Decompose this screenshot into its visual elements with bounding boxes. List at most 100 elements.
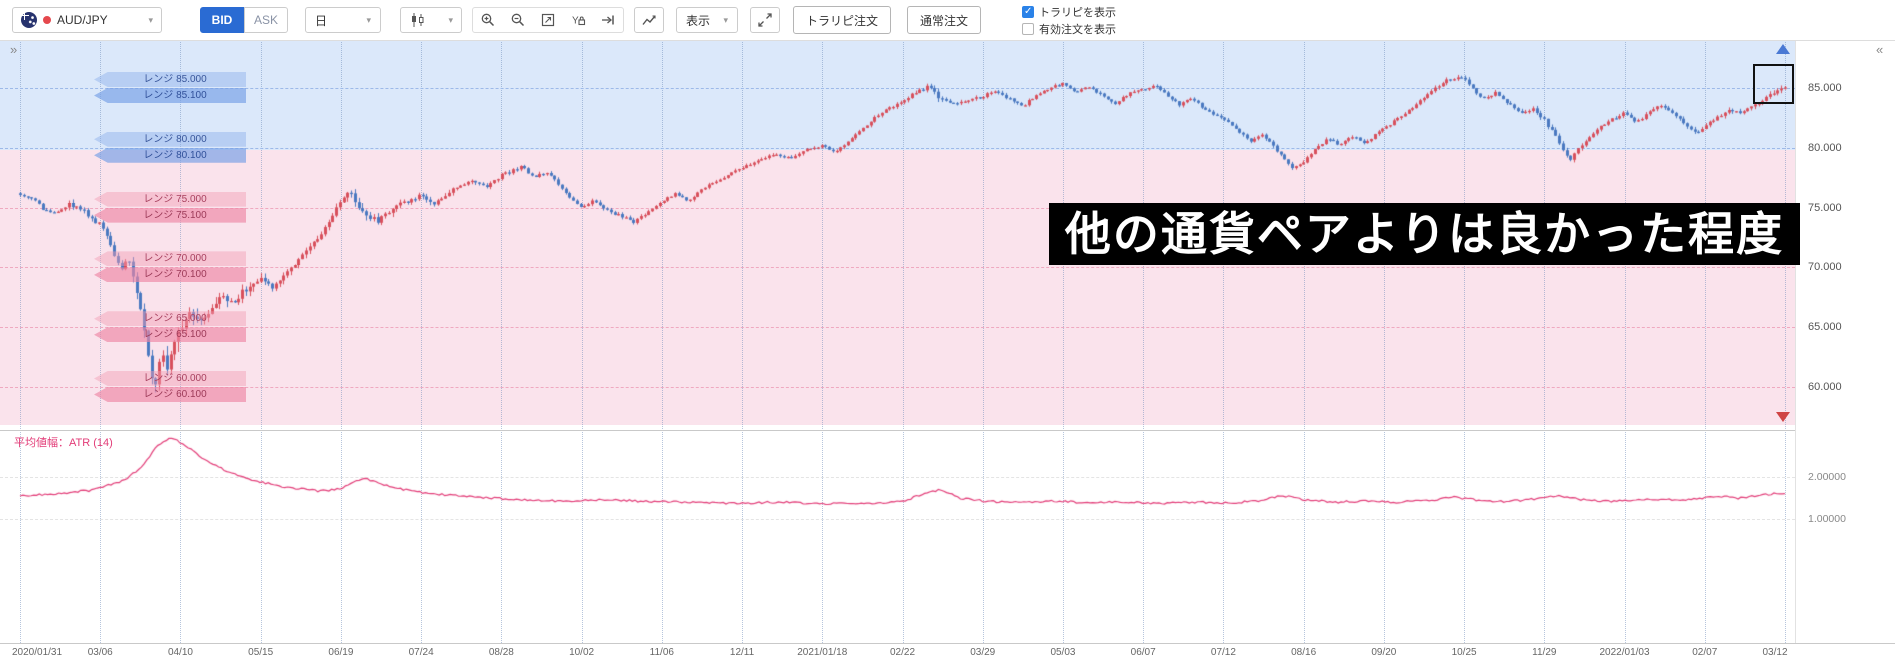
toraripi-order-button[interactable]: トラリピ注文 — [793, 6, 892, 34]
x-axis-label: 08/16 — [1291, 647, 1317, 658]
collapse-left-handle[interactable]: » — [10, 42, 18, 57]
currency-pair-label: AUD/JPY — [57, 13, 108, 27]
range-order-tag[interactable]: レンジ 70.000 レンジ 70.100 — [94, 251, 246, 283]
range-order-label: レンジ 85.100 — [94, 88, 246, 103]
x-axis-label: 06/07 — [1130, 647, 1156, 658]
x-axis-label: 2022/01/03 — [1599, 647, 1650, 658]
y-axis-label: 85.000 — [1808, 82, 1842, 94]
zoom-in-icon — [481, 13, 495, 27]
range-order-label: レンジ 80.100 — [94, 147, 246, 163]
bid-toggle-button[interactable]: BID — [200, 7, 244, 33]
australia-flag-icon — [21, 12, 37, 28]
line-chart-icon — [642, 15, 656, 25]
atr-canvas[interactable] — [0, 430, 1800, 643]
checkbox-checked-icon[interactable] — [1022, 5, 1034, 18]
y-axis-label: 80.000 — [1808, 141, 1842, 154]
range-order-label: レンジ 70.000 — [94, 251, 246, 267]
x-axis-label: 06/19 — [328, 647, 354, 658]
range-order-tag[interactable]: レンジ 85.000 レンジ 85.100 — [94, 72, 246, 104]
indicator-axis-label: 1.00000 — [1808, 513, 1846, 525]
time-axis-strip[interactable] — [0, 643, 1895, 666]
chart-type-selector[interactable]: ▾ — [400, 7, 462, 33]
x-axis-label: 2020/01/31 — [12, 647, 63, 658]
range-order-tag[interactable]: レンジ 75.000 レンジ 75.100 — [94, 191, 246, 224]
annotation-banner: 他の通貨ペアよりは良かった程度 — [1048, 203, 1800, 265]
chevron-down-icon: ▾ — [366, 14, 371, 25]
x-axis-label: 02/22 — [889, 647, 916, 658]
panel-separator — [0, 430, 1795, 431]
timeframe-value: 日 — [315, 13, 328, 28]
x-axis-label: 12/11 — [729, 647, 755, 658]
display-checkboxes: トラリピを表示 有効注文を表示 — [1022, 3, 1116, 37]
range-order-label: レンジ 60.000 — [94, 371, 246, 386]
checkbox-show-toraripi[interactable]: トラリピを表示 — [1022, 3, 1116, 20]
x-axis-label: 10/02 — [569, 647, 595, 658]
x-axis-label: 2021/01/18 — [797, 647, 848, 658]
chevron-down-icon: ▾ — [723, 14, 728, 25]
x-axis-label: 03/29 — [970, 647, 996, 658]
indicator-button[interactable] — [634, 7, 664, 33]
checkbox-show-active-orders[interactable]: 有効注文を表示 — [1022, 20, 1116, 37]
display-menu[interactable]: 表示 ▾ — [676, 7, 738, 33]
x-axis-label: 02/07 — [1692, 647, 1718, 658]
range-order-label: レンジ 80.000 — [94, 131, 246, 147]
x-axis-label: 05/15 — [248, 647, 274, 658]
indicator-label: 平均値幅：ATR (14) — [14, 437, 113, 449]
range-order-label: レンジ 75.000 — [94, 191, 246, 207]
x-axis-label: 05/03 — [1050, 647, 1076, 658]
x-axis-label: 07/12 — [1210, 647, 1236, 658]
go-to-latest-icon — [602, 15, 614, 25]
x-axis-label: 09/20 — [1371, 647, 1397, 658]
range-order-label: レンジ 85.000 — [94, 72, 246, 87]
zoom-in-button[interactable] — [473, 8, 503, 32]
y-axis-label: 70.000 — [1808, 261, 1842, 274]
expand-icon — [758, 13, 772, 27]
scroll-down-arrow[interactable] — [1776, 412, 1790, 422]
range-order-label: レンジ 65.100 — [94, 327, 246, 343]
normal-order-button[interactable]: 通常注文 — [907, 6, 982, 34]
range-order-tag[interactable]: レンジ 60.000 レンジ 60.100 — [94, 371, 246, 403]
highlight-annotation-box — [1753, 64, 1795, 104]
x-axis-label: 08/28 — [488, 647, 514, 658]
svg-text:Y: Y — [572, 16, 579, 27]
range-order-label: レンジ 65.000 — [94, 311, 246, 327]
x-axis-label: 11/29 — [1532, 647, 1557, 658]
currency-pair-selector[interactable]: AUD/JPY ▾ — [12, 7, 162, 33]
bid-label: BID — [211, 13, 233, 27]
fit-chart-button[interactable] — [533, 8, 563, 32]
x-axis-label: 04/10 — [167, 647, 193, 658]
range-order-tag[interactable]: レンジ 65.000 レンジ 65.100 — [94, 311, 246, 343]
zoom-out-button[interactable] — [503, 8, 533, 32]
candlestick-icon — [409, 12, 427, 28]
x-axis-label: 07/24 — [408, 647, 434, 658]
collapse-right-handle[interactable]: « — [1876, 42, 1884, 57]
go-to-latest-button[interactable] — [593, 8, 623, 32]
checkbox-unchecked-icon[interactable] — [1022, 22, 1034, 35]
range-order-label: レンジ 60.100 — [94, 387, 246, 402]
market-open-dot-icon — [43, 16, 51, 24]
ask-label: ASK — [253, 13, 278, 27]
checkbox-label: 有効注文を表示 — [1039, 23, 1116, 36]
scroll-up-arrow[interactable] — [1776, 44, 1790, 54]
y-axis-label: 60.000 — [1808, 381, 1842, 393]
indicator-axis-label: 2.00000 — [1808, 471, 1846, 483]
y-axis-label: 75.000 — [1808, 201, 1842, 214]
fit-chart-icon — [541, 13, 555, 27]
price-axis-gutter[interactable] — [1795, 40, 1895, 643]
timeframe-selector[interactable]: 日 ▾ — [305, 7, 381, 33]
checkbox-label: トラリピを表示 — [1039, 6, 1116, 19]
toolbar: AUD/JPY ▾ BID ASK 日 ▾ ▾ — [0, 0, 1895, 41]
chart-region: 平均値幅：ATR (14) 他の通貨ペアよりは良かった程度 » « 2020/0… — [0, 40, 1895, 666]
zoom-out-icon — [511, 13, 525, 27]
y-axis-label: 65.000 — [1808, 321, 1842, 334]
display-label: 表示 — [686, 13, 711, 28]
expand-button[interactable] — [750, 7, 780, 33]
range-order-tag[interactable]: レンジ 80.000 レンジ 80.100 — [94, 131, 246, 164]
chevron-down-icon: ▾ — [148, 14, 153, 25]
range-order-label: レンジ 70.100 — [94, 267, 246, 283]
x-axis-label: 11/06 — [649, 647, 674, 658]
ask-toggle-button[interactable]: ASK — [244, 7, 288, 33]
chevron-down-icon: ▾ — [448, 14, 453, 25]
chart-tools-group: Y — [472, 7, 624, 33]
y-axis-scale-button[interactable]: Y — [563, 8, 593, 32]
